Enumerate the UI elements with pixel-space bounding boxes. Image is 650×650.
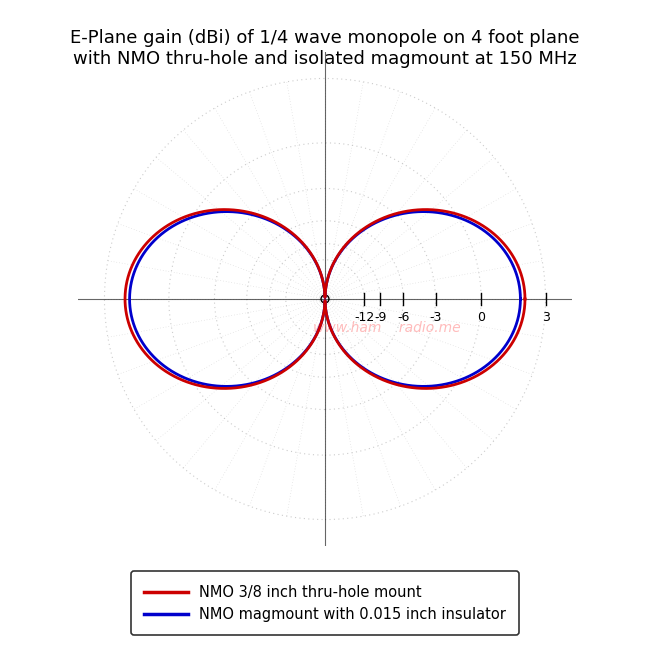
Text: -3: -3: [430, 311, 442, 324]
Legend: NMO 3/8 inch thru-hole mount, NMO magmount with 0.015 inch insulator: NMO 3/8 inch thru-hole mount, NMO magmou…: [131, 571, 519, 635]
Text: -9: -9: [374, 311, 387, 324]
Text: -12: -12: [354, 311, 374, 324]
Text: E-Plane gain (dBi) of 1/4 wave monopole on 4 foot plane
with NMO thru-hole and i: E-Plane gain (dBi) of 1/4 wave monopole …: [70, 29, 580, 68]
Text: -6: -6: [397, 311, 410, 324]
Text: 3: 3: [541, 311, 549, 324]
Text: 0: 0: [477, 311, 485, 324]
Text: www.ham    radio.me: www.ham radio.me: [313, 320, 461, 335]
